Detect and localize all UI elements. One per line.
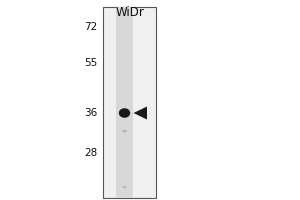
Text: WiDr: WiDr — [116, 6, 145, 20]
Ellipse shape — [122, 130, 127, 132]
Bar — [116, 7, 133, 198]
Text: 55: 55 — [84, 58, 98, 68]
Bar — [103, 7, 156, 198]
Text: 72: 72 — [84, 22, 98, 32]
Polygon shape — [134, 106, 147, 119]
Ellipse shape — [119, 108, 130, 118]
Ellipse shape — [122, 186, 127, 188]
Text: 28: 28 — [84, 148, 98, 158]
Text: 36: 36 — [84, 108, 98, 118]
